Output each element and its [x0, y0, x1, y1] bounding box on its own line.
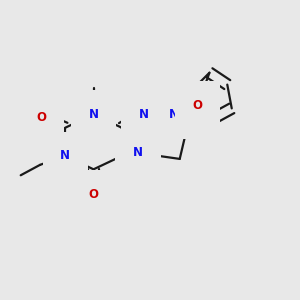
Text: N: N — [169, 108, 179, 121]
Text: N: N — [139, 108, 149, 121]
Text: O: O — [37, 111, 46, 124]
Text: N: N — [88, 108, 98, 121]
Text: N: N — [133, 146, 143, 160]
Text: O: O — [193, 99, 202, 112]
Text: O: O — [88, 188, 98, 201]
Text: N: N — [60, 149, 70, 162]
